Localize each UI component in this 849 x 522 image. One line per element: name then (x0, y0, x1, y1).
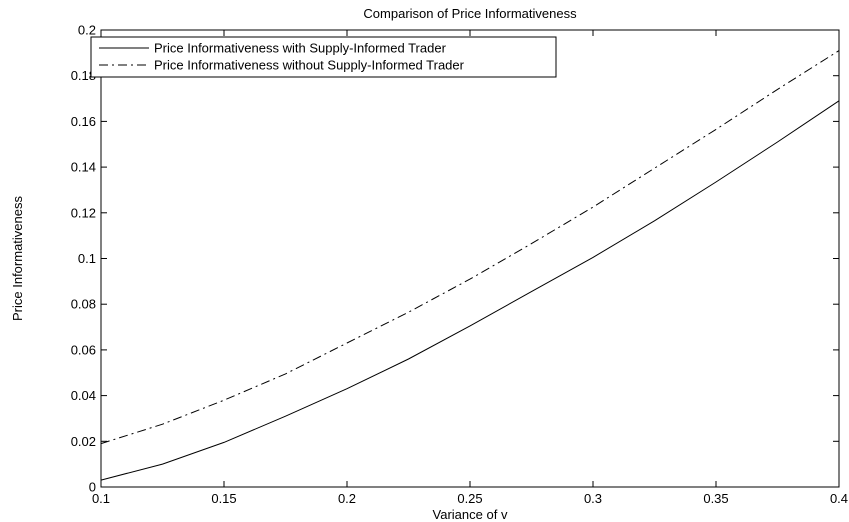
series-line-1 (100, 100, 840, 481)
legend-label: Price Informativeness without Supply-Inf… (154, 58, 465, 73)
x-tick-label: 0.2 (338, 491, 356, 506)
series-layer (100, 50, 840, 481)
legend-box (90, 36, 557, 78)
y-tick-label: 0.02 (71, 434, 96, 449)
y-tick-label: 0.2 (78, 23, 96, 38)
y-tick-label: 0.18 (71, 68, 96, 83)
y-tick-label: 0.14 (71, 160, 96, 175)
series-line-2 (100, 50, 840, 445)
legend-label: Price Informativeness with Supply-Inform… (154, 41, 447, 56)
y-axis-ticks: 0 0.02 0.04 0.06 0.08 0.1 0.12 0.14 0.16 0.18 0.2 (71, 23, 839, 495)
x-axis-ticks: 0.1 0.15 0.2 0.25 0.3 0.35 0.4 (92, 30, 848, 506)
chart-title: Comparison of Price Informativeness (363, 6, 577, 21)
x-tick-label: 0.4 (830, 491, 848, 506)
y-tick-label: 0.16 (71, 114, 96, 129)
x-tick-label: 0.3 (584, 491, 602, 506)
y-tick-label: 0.06 (71, 342, 96, 357)
x-tick-label: 0.15 (211, 491, 236, 506)
x-tick-label: 0.25 (457, 491, 482, 506)
y-tick-label: 0 (89, 480, 96, 495)
x-axis-label: Variance of v (433, 507, 508, 522)
y-tick-label: 0.04 (71, 388, 96, 403)
y-tick-label: 0.12 (71, 205, 96, 220)
legend: Price Informativeness with Supply-Inform… (90, 36, 557, 78)
y-axis-label: Price Informativeness (10, 196, 25, 321)
y-tick-label: 0.1 (78, 251, 96, 266)
x-tick-label: 0.1 (92, 491, 110, 506)
x-tick-label: 0.35 (703, 491, 728, 506)
plot-frame (100, 29, 840, 488)
y-tick-label: 0.08 (71, 297, 96, 312)
